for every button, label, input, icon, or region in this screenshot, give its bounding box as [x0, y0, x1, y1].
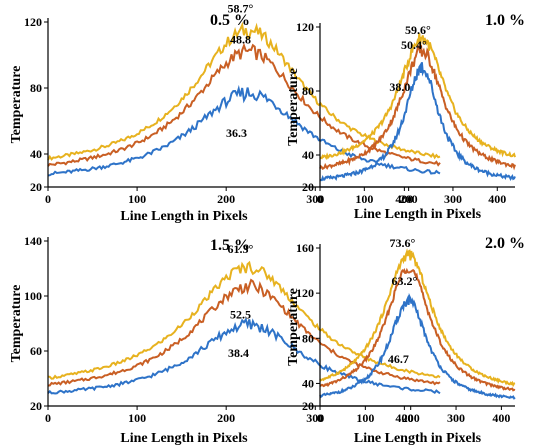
y-tick-label: 20 [30, 180, 42, 194]
series-value-label: 38.4 [228, 346, 249, 360]
y-tick-label: 120 [296, 20, 314, 34]
series-value-label: 63.2° [392, 274, 418, 288]
y-tick-label: 40 [302, 376, 314, 390]
series-line-2 [319, 267, 516, 392]
series-value-label: 36.3 [226, 126, 247, 140]
series-line-3 [47, 317, 441, 395]
x-tick-label: 200 [217, 411, 235, 425]
series-value-label: 52.5 [230, 307, 251, 321]
y-axis-title: Temperature [286, 68, 301, 146]
panel-label: 1.0 % [485, 12, 525, 29]
panel-label: 1.5 % [210, 237, 250, 254]
x-tick-label: 100 [356, 411, 374, 425]
series-value-label: 38.0 [389, 80, 410, 94]
series-value-label: 58.7° [228, 1, 254, 15]
x-tick-label: 0 [45, 192, 51, 206]
series-line-1 [47, 21, 441, 161]
series-line-1 [47, 260, 441, 380]
y-tick-label: 80 [30, 81, 42, 95]
x-tick-label: 200 [400, 192, 418, 206]
x-tick-label: 300 [306, 192, 324, 206]
x-tick-label: 0 [45, 411, 51, 425]
x-tick-label: 100 [355, 192, 373, 206]
x-tick-label: 400 [488, 192, 506, 206]
y-tick-label: 80 [302, 84, 314, 98]
y-tick-label: 120 [296, 286, 314, 300]
y-axis-title: Temperature [9, 66, 24, 144]
series-line-1 [319, 248, 516, 388]
x-tick-label: 300 [306, 411, 324, 425]
x-tick-label: 400 [492, 411, 510, 425]
series-value-label: 73.6° [390, 236, 416, 250]
series-value-label: 46.7 [388, 352, 409, 366]
y-tick-label: 140 [24, 234, 42, 248]
x-tick-label: 0 [317, 192, 323, 206]
panel-label: 2.0 % [485, 235, 525, 252]
y-tick-label: 40 [302, 148, 314, 162]
y-tick-label: 100 [24, 289, 42, 303]
series-value-label: 48.8 [230, 33, 251, 47]
x-tick-label: 300 [447, 411, 465, 425]
y-tick-label: 20 [302, 399, 314, 413]
series-value-label: 59.6° [405, 23, 431, 37]
y-axis-title: Temperature [286, 288, 301, 366]
series-line-2 [47, 42, 441, 167]
series-line-1 [319, 33, 516, 161]
series-value-label: 50.4° [401, 38, 427, 52]
y-tick-label: 120 [24, 15, 42, 29]
x-axis-title: Line Length in Pixels [354, 431, 482, 446]
y-tick-label: 20 [30, 399, 42, 413]
x-axis-title: Line Length in Pixels [354, 207, 482, 222]
series-line-3 [319, 292, 516, 400]
x-tick-label: 100 [128, 192, 146, 206]
x-tick-label: 100 [128, 411, 146, 425]
x-tick-label: 400 [395, 192, 413, 206]
series-line-3 [319, 62, 516, 182]
y-tick-label: 20 [302, 180, 314, 194]
x-axis-title: Line Length in Pixels [120, 431, 248, 446]
y-tick-label: 40 [30, 147, 42, 161]
y-tick-label: 160 [296, 241, 314, 255]
x-tick-label: 0 [317, 411, 323, 425]
x-tick-label: 200 [402, 411, 420, 425]
series-line-2 [319, 44, 516, 171]
x-tick-label: 400 [395, 411, 413, 425]
chart-panel-2: 0 100 200 300 400 20 40 80 120 Line Length in Pix… [286, 12, 525, 222]
chart-panel-4: 0 100 200 300 400 20 40 80 120 160 Line Length in … [286, 235, 525, 446]
y-tick-label: 80 [302, 331, 314, 345]
series-line-3 [47, 84, 441, 177]
y-tick-label: 60 [30, 344, 42, 358]
series-value-label: 61.3° [228, 242, 254, 256]
x-tick-label: 300 [444, 192, 462, 206]
x-axis-title: Line Length in Pixels [120, 209, 248, 224]
x-tick-label: 200 [217, 192, 235, 206]
y-axis-title: Temperature [9, 285, 24, 363]
panel-label: 0.5 % [210, 12, 250, 29]
series-line-2 [47, 278, 441, 387]
